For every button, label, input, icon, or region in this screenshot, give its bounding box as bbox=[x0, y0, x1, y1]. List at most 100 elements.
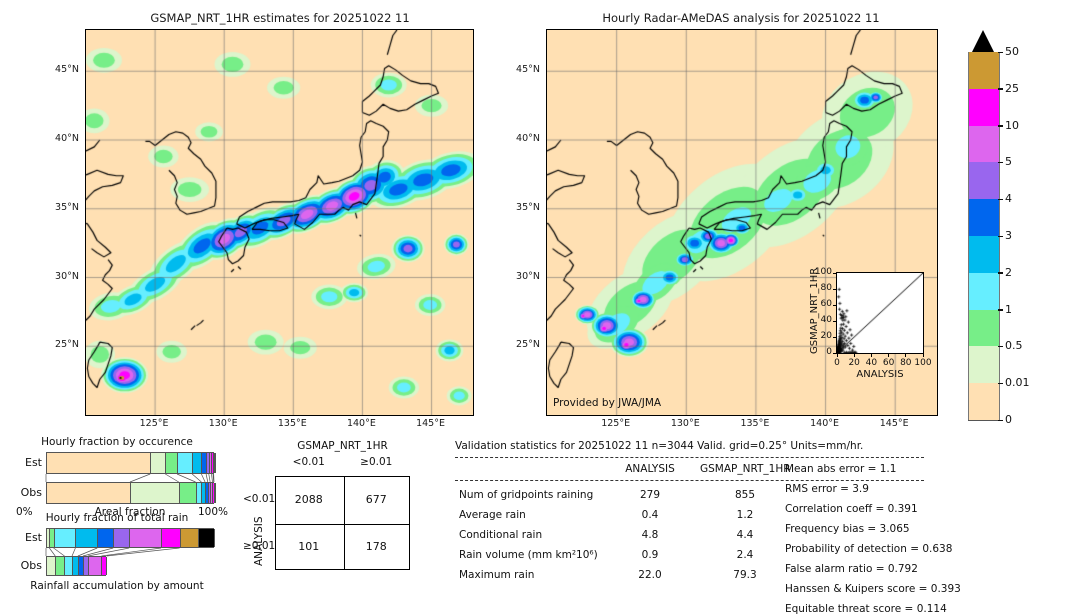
validation-analysis-value: 0.9 bbox=[605, 549, 695, 561]
colorbar-tick bbox=[998, 383, 1003, 385]
validation-analysis-value: 4.8 bbox=[605, 529, 695, 541]
left-map-lat-tick: 40°N bbox=[41, 133, 79, 144]
scatter-x-tick bbox=[871, 354, 872, 357]
validation-model-value: 1.2 bbox=[700, 509, 790, 521]
colorbar-tick-label: 0 bbox=[1005, 413, 1012, 426]
bar-segment bbox=[215, 453, 216, 473]
segment-connectors bbox=[46, 474, 216, 482]
left-map-lon-tick: 145°E bbox=[405, 418, 457, 429]
colorbar-tick bbox=[998, 88, 1003, 90]
validation-analysis-value: 279 bbox=[605, 489, 695, 501]
left-map-lat-tick: 45°N bbox=[41, 64, 79, 75]
colorbar-band bbox=[968, 52, 1000, 89]
right-panel-title: Hourly Radar-AMeDAS analysis for 2025102… bbox=[546, 11, 936, 25]
table-cell: 101 bbox=[275, 523, 343, 570]
colorbar-tick-label: 3 bbox=[1005, 229, 1012, 242]
table-column-group-title: GSMAP_NRT_1HR bbox=[263, 440, 422, 452]
bar-segment bbox=[131, 483, 180, 503]
series-label: Est bbox=[14, 456, 42, 469]
bar-segment bbox=[47, 453, 151, 473]
right-map-lat-tick: 35°N bbox=[502, 202, 540, 213]
colorbar-tick bbox=[998, 420, 1003, 422]
bar-segment bbox=[180, 483, 197, 503]
validation-row-label: Num of gridpoints raining bbox=[459, 489, 593, 501]
validation-score: Probability of detection = 0.638 bbox=[785, 543, 952, 555]
table-cell: 677 bbox=[343, 476, 411, 523]
bar-segment bbox=[199, 529, 215, 547]
stacked-bar bbox=[46, 452, 214, 474]
bar-segment bbox=[114, 529, 130, 547]
colorbar-tick-label: 0.01 bbox=[1005, 376, 1030, 389]
colorbar-tick-label: 25 bbox=[1005, 82, 1019, 95]
validation-row-label: Conditional rain bbox=[459, 529, 542, 541]
series-label: Obs bbox=[14, 486, 42, 499]
colorbar-bottom-edge bbox=[968, 420, 998, 421]
validation-score: RMS error = 3.9 bbox=[785, 483, 869, 495]
bar-segment bbox=[162, 529, 180, 547]
validation-score: Frequency bias = 3.065 bbox=[785, 523, 910, 535]
colorbar-tick-label: 4 bbox=[1005, 192, 1012, 205]
series-label: Obs bbox=[14, 559, 42, 572]
colorbar-band bbox=[968, 310, 1000, 347]
bar-segment bbox=[76, 529, 98, 547]
bar-segment bbox=[215, 483, 216, 503]
validation-score: Equitable threat score = 0.114 bbox=[785, 603, 947, 615]
colorbar-band bbox=[968, 383, 1000, 420]
column-header-divider bbox=[455, 480, 924, 481]
left-panel-title: GSMAP_NRT_1HR estimates for 20251022 11 bbox=[85, 11, 475, 25]
colorbar-tick bbox=[998, 272, 1003, 274]
validation-score: False alarm ratio = 0.792 bbox=[785, 563, 918, 575]
table-row-header: <0.01 bbox=[243, 493, 273, 505]
scatter-x-axis-label: ANALYSIS bbox=[836, 369, 924, 380]
scatter-y-tick bbox=[833, 273, 836, 274]
right-map-lon-tick: 145°E bbox=[868, 418, 920, 429]
left-map-lon-tick: 135°E bbox=[266, 418, 318, 429]
bar-segment bbox=[102, 557, 107, 575]
provider-credit: Provided by JWA/JMA bbox=[553, 397, 661, 409]
scatter-x-tick bbox=[888, 354, 889, 357]
scatter-x-tick bbox=[837, 354, 838, 357]
validation-model-value: 2.4 bbox=[700, 549, 790, 561]
scatter-x-tick bbox=[854, 354, 855, 357]
validation-score: Mean abs error = 1.1 bbox=[785, 463, 896, 475]
colorbar-tick bbox=[998, 346, 1003, 348]
colorbar-tick-label: 10 bbox=[1005, 119, 1019, 132]
scatter-y-tick bbox=[833, 337, 836, 338]
stacked-bar bbox=[46, 482, 214, 504]
scatter-y-tick bbox=[833, 305, 836, 306]
table-column-header: ≥0.01 bbox=[343, 456, 411, 468]
colorbar-band bbox=[968, 236, 1000, 273]
bar-segment bbox=[181, 529, 199, 547]
colorbar-band bbox=[968, 89, 1000, 126]
validation-row-label: Rain volume (mm km²10⁶) bbox=[459, 549, 598, 561]
right-map-lon-tick: 140°E bbox=[799, 418, 851, 429]
colorbar-overflow-arrow bbox=[972, 30, 994, 52]
validation-model-value: 855 bbox=[700, 489, 790, 501]
validation-score: Hanssen & Kuipers score = 0.393 bbox=[785, 583, 961, 595]
right-map-lat-tick: 45°N bbox=[502, 64, 540, 75]
header-divider bbox=[455, 457, 924, 458]
colorbar-tick bbox=[998, 199, 1003, 201]
scatter-y-tick bbox=[833, 289, 836, 290]
series-label: Est bbox=[14, 531, 42, 544]
scatter-y-axis-label: GSMAP_NRT_1HR bbox=[809, 268, 820, 354]
validation-column-header: ANALYSIS bbox=[605, 463, 695, 475]
bar-segment bbox=[178, 453, 193, 473]
colorbar-band bbox=[968, 199, 1000, 236]
left-map-lat-tick: 30°N bbox=[41, 271, 79, 282]
colorbar-band bbox=[968, 126, 1000, 163]
bar-segment bbox=[56, 557, 65, 575]
colorbar-tick bbox=[998, 125, 1003, 127]
stacked-bar bbox=[46, 528, 214, 548]
colorbar-tick bbox=[998, 236, 1003, 238]
left-map-gsmap-estimates bbox=[85, 29, 474, 416]
colorbar-band bbox=[968, 273, 1000, 310]
bar-segment bbox=[151, 453, 166, 473]
scatter-y-tick bbox=[833, 321, 836, 322]
validation-header: Validation statistics for 20251022 11 n=… bbox=[455, 440, 863, 452]
scatter-x-tick bbox=[905, 354, 906, 357]
